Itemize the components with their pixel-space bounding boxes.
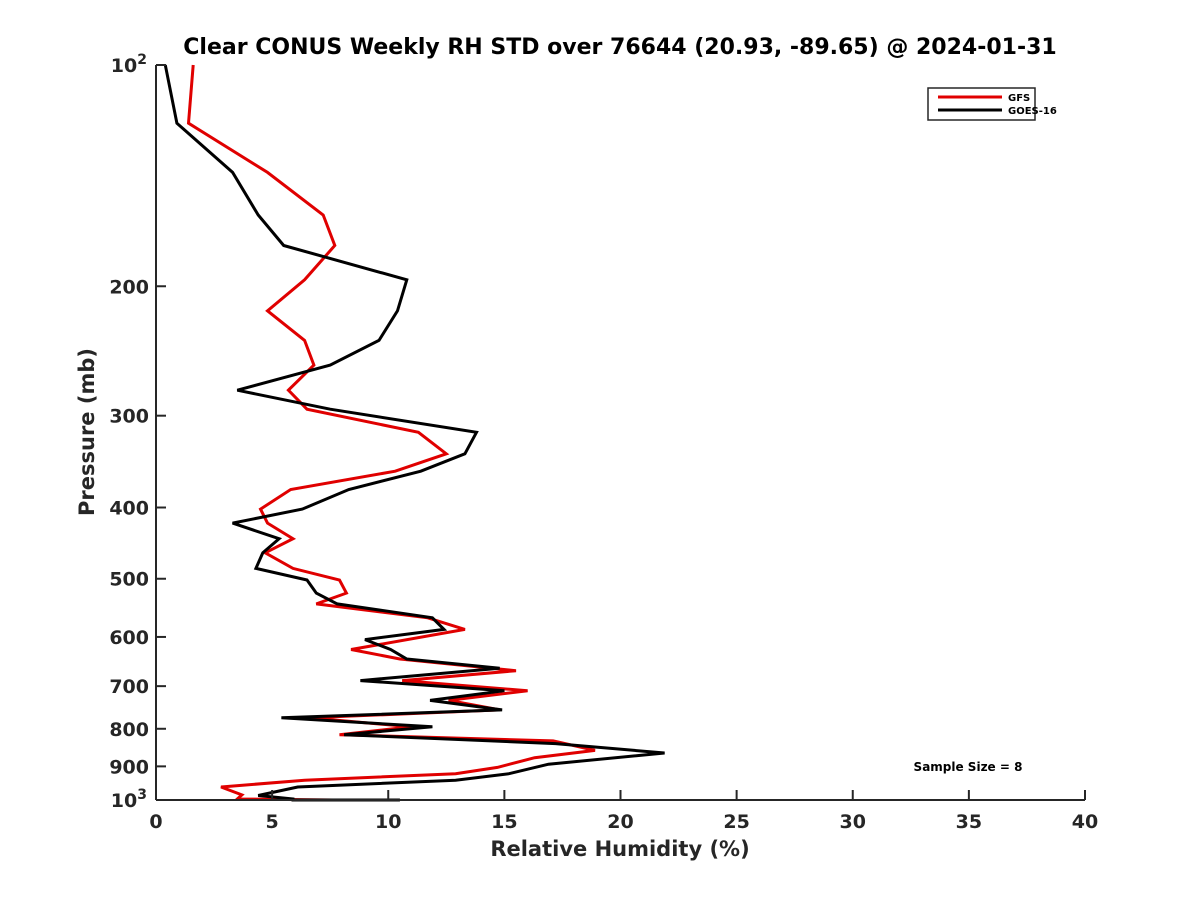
x-tick-label: 20 (607, 811, 633, 833)
sample-size-annotation: Sample Size = 8 (914, 760, 1023, 774)
x-axis-label: Relative Humidity (%) (490, 837, 749, 861)
series-line-goes16 (163, 64, 665, 802)
x-tick-label: 15 (491, 811, 517, 833)
y-tick-label: 103 (111, 787, 147, 812)
y-tick-label: 300 (109, 406, 149, 428)
x-tick-label: 5 (266, 811, 279, 833)
y-axis-label: Pressure (mb) (75, 348, 99, 516)
legend-label-goes16: GOES-16 (1008, 106, 1057, 117)
y-tick-label: 102 (111, 52, 147, 77)
y-tick-label: 600 (109, 627, 149, 649)
y-tick-label: 200 (109, 276, 149, 298)
y-ticks: 102 200 300 400 500 600 700 800 900 103 (109, 52, 166, 812)
x-ticks: 0 5 10 15 20 25 30 35 40 (149, 790, 1098, 833)
legend-box (927, 87, 1036, 121)
legend-label-gfs: GFS (1008, 93, 1030, 104)
series-line-gfs (186, 64, 596, 802)
x-tick-label: 25 (723, 811, 749, 833)
y-tick-label: 800 (109, 719, 149, 741)
y-tick-label: 900 (109, 756, 149, 778)
x-tick-label: 30 (840, 811, 866, 833)
x-tick-label: 0 (149, 811, 162, 833)
y-tick-label: 500 (109, 569, 149, 591)
x-tick-label: 35 (956, 811, 982, 833)
chart-title: Clear CONUS Weekly RH STD over 76644 (20… (183, 35, 1056, 60)
y-tick-label: 400 (109, 498, 149, 520)
plot-lines (163, 64, 665, 802)
legend: GFS GOES-16 (927, 87, 1057, 121)
x-tick-label: 10 (375, 811, 401, 833)
x-tick-label: 40 (1072, 811, 1098, 833)
y-tick-label: 700 (109, 676, 149, 698)
